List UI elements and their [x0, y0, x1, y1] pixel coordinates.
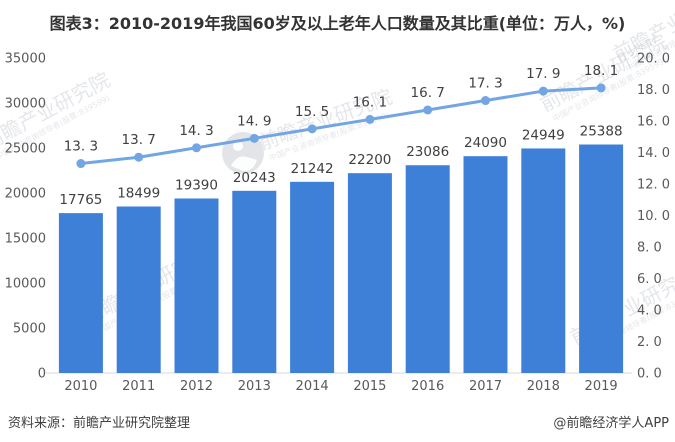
bar-2013: [232, 190, 277, 373]
x-axis-label: 2011: [122, 379, 155, 394]
line-marker: [596, 83, 606, 93]
x-axis-label: 2018: [527, 379, 560, 394]
bar-2014: [290, 181, 335, 373]
bar-value-label: 23086: [406, 144, 449, 160]
y-axis-right-tick: 10. 0: [637, 209, 670, 224]
bar-value-label: 17765: [59, 192, 102, 208]
y-axis-right-tick: 20. 0: [637, 52, 670, 67]
watermark-logo-icon: [231, 156, 257, 172]
source-note: 资料来源：前瞻产业研究院整理: [8, 416, 191, 431]
line-value-label: 16. 1: [353, 94, 387, 110]
chart-title: 图表3：2010-2019年我国60岁及以上老年人口数量及其比重(单位：万人，%…: [49, 14, 626, 33]
bar-2015: [347, 173, 392, 373]
y-axis-left-tick: 25000: [5, 142, 46, 157]
line-value-label: 13. 3: [64, 139, 98, 155]
y-axis-left-tick: 35000: [5, 52, 46, 67]
x-axis-label: 2010: [64, 379, 97, 394]
y-axis-right-tick: 8. 0: [637, 241, 662, 256]
y-axis-left-tick: 15000: [5, 232, 46, 247]
brand-note: @前瞻经济学人APP: [553, 416, 669, 431]
bar-value-label: 21242: [291, 161, 334, 177]
y-axis-left-tick: 5000: [13, 322, 46, 337]
line-value-label: 17. 3: [468, 76, 502, 92]
line-marker: [481, 96, 490, 106]
bar-2018: [521, 148, 566, 373]
bar-value-label: 20243: [233, 170, 276, 186]
bar-2019: [579, 144, 624, 373]
watermark-logo-icon: [233, 141, 243, 151]
y-axis-right-tick: 18. 0: [637, 83, 670, 98]
line-marker: [134, 152, 144, 162]
line-value-label: 17. 9: [526, 66, 560, 82]
line-marker: [423, 105, 433, 115]
y-axis-left-tick: 0: [38, 367, 46, 382]
bar-value-label: 18499: [117, 186, 160, 202]
bar-2016: [405, 165, 450, 373]
y-axis-right-tick: 0. 0: [637, 367, 662, 382]
line-marker: [538, 86, 548, 96]
line-marker: [76, 159, 86, 169]
line-marker: [192, 143, 201, 153]
y-axis-left-tick: 10000: [5, 277, 46, 292]
x-axis-label: 2014: [296, 379, 329, 394]
bar-value-label: 19390: [175, 177, 218, 193]
y-axis-right-tick: 2. 0: [637, 335, 662, 350]
bar-value-label: 22200: [348, 152, 391, 168]
bar-2010: [58, 213, 103, 373]
y-axis-right-tick: 6. 0: [637, 272, 662, 287]
x-axis-label: 2015: [353, 379, 386, 394]
y-axis-right-tick: 12. 0: [637, 178, 670, 193]
y-axis-right-tick: 16. 0: [637, 115, 670, 130]
bar-value-label: 24949: [522, 127, 565, 143]
line-value-label: 16. 7: [411, 85, 445, 101]
bar-2017: [463, 156, 508, 373]
x-axis-label: 2019: [585, 379, 618, 394]
x-axis-label: 2013: [238, 379, 271, 394]
x-axis-label: 2017: [469, 379, 502, 394]
y-axis-left-tick: 20000: [5, 187, 46, 202]
line-marker: [249, 133, 259, 143]
line-value-label: 18. 1: [584, 63, 618, 79]
trend-line: [79, 86, 603, 166]
bar-2011: [116, 206, 161, 373]
line-value-label: 15. 5: [295, 104, 329, 120]
line-value-label: 13. 7: [122, 132, 156, 148]
line-value-label: 14. 9: [237, 113, 271, 129]
bar-value-label: 24090: [464, 135, 507, 151]
bar-2012: [174, 198, 219, 373]
line-value-label: 14. 3: [179, 123, 213, 139]
y-axis-left-tick: 30000: [5, 97, 46, 112]
y-axis-right-tick: 4. 0: [637, 304, 662, 319]
x-axis-label: 2012: [180, 379, 213, 394]
y-axis-right-tick: 14. 0: [637, 146, 670, 161]
bar-value-label: 25388: [580, 124, 623, 140]
x-axis-label: 2016: [411, 379, 444, 394]
line-marker: [365, 114, 375, 124]
line-marker: [307, 124, 317, 134]
